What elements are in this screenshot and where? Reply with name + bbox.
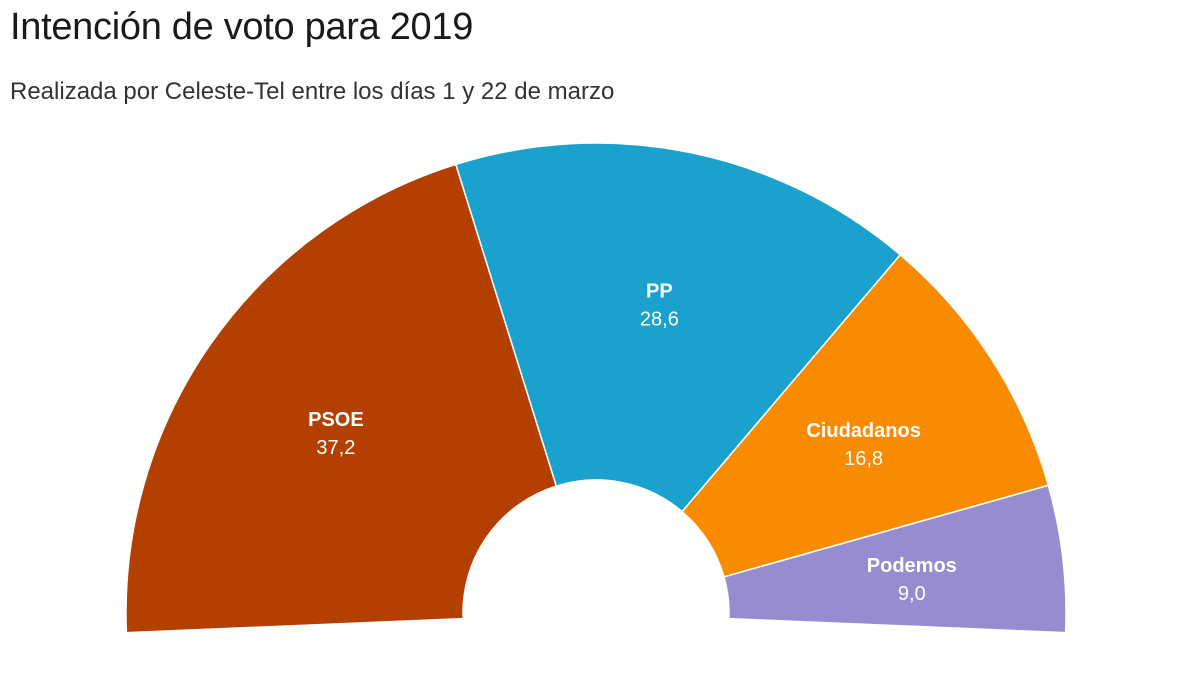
slice-psoe[interactable] <box>125 163 558 634</box>
slice-value-psoe: 37,2 <box>316 437 355 459</box>
slice-label-ciudadanos: Ciudadanos <box>806 420 920 442</box>
slices-layer <box>125 142 1067 634</box>
slice-value-podemos: 9,0 <box>898 583 926 605</box>
chart-title: Intención de voto para 2019 <box>10 6 474 48</box>
slice-label-podemos: Podemos <box>867 555 957 577</box>
slice-pp[interactable] <box>454 142 902 513</box>
slice-label-pp: PP <box>646 280 673 302</box>
slice-label-psoe: PSOE <box>308 409 364 431</box>
slice-value-ciudadanos: 16,8 <box>844 448 883 470</box>
slice-podemos[interactable] <box>723 484 1067 634</box>
chart-subtitle: Realizada por Celeste-Tel entre los días… <box>10 78 615 105</box>
slice-value-pp: 28,6 <box>640 308 679 330</box>
slice-ciudadanos[interactable] <box>681 253 1050 578</box>
labels-layer: PSOE 37,2 PP 28,6 Ciudadanos 16,8 Podemos 9,0 <box>308 280 957 605</box>
